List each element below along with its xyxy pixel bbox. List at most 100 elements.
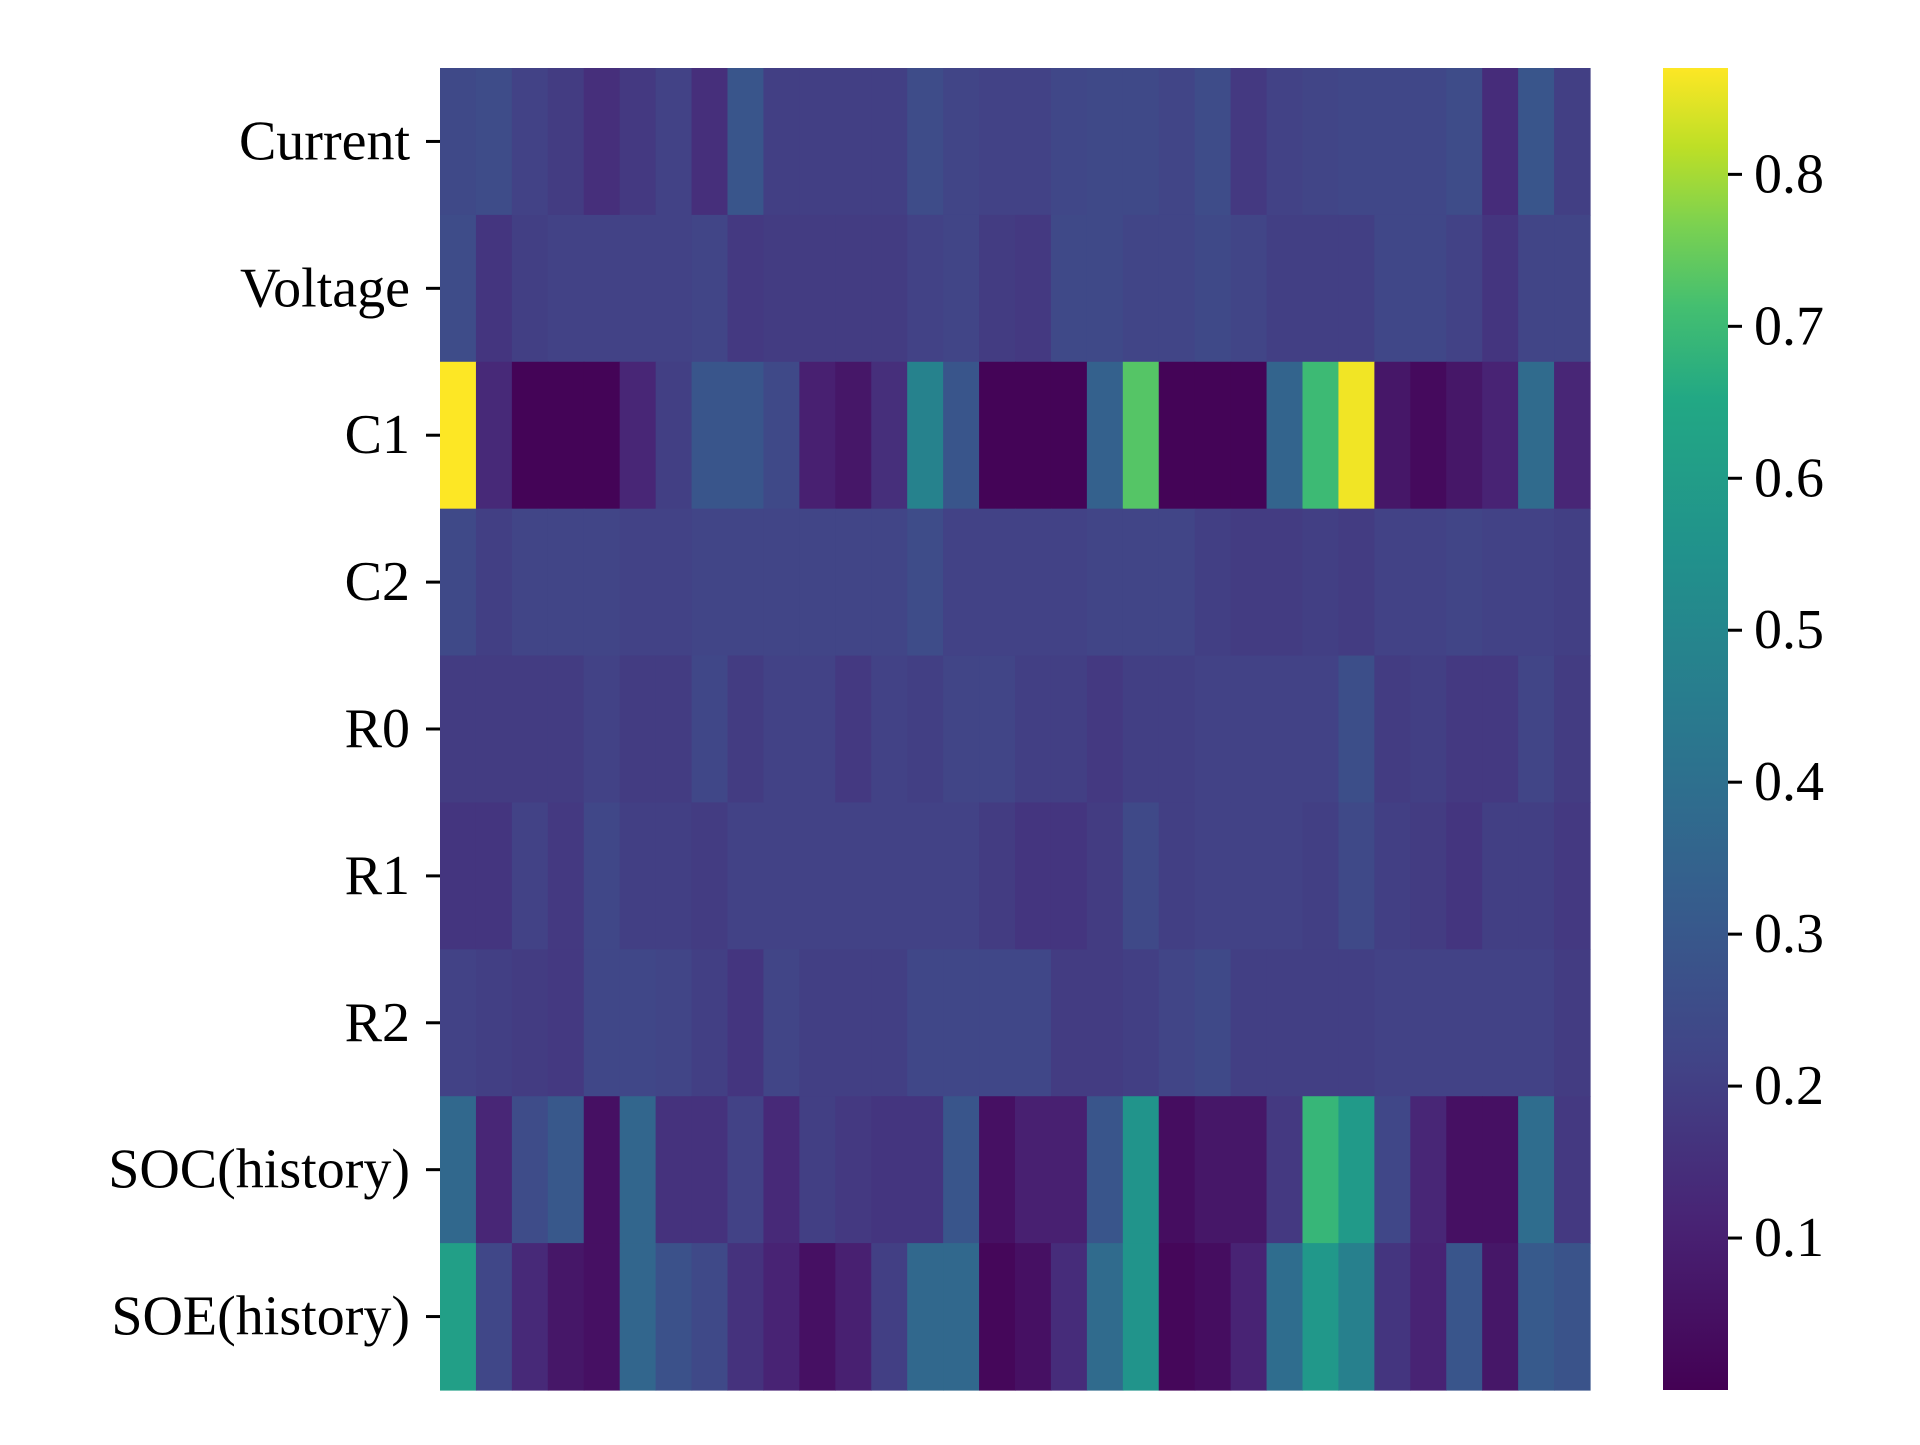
- heatmap-cell: [727, 214, 765, 363]
- heatmap-cell: [1410, 361, 1447, 510]
- heatmap-cell: [1374, 508, 1411, 657]
- heatmap-cell: [1194, 655, 1232, 804]
- heatmap-cell: [547, 214, 585, 363]
- heatmap-cell: [1086, 1243, 1124, 1391]
- heatmap-cell: [871, 68, 908, 216]
- heatmap-cell: [691, 802, 729, 950]
- heatmap-cell: [619, 508, 657, 657]
- heatmap-cell: [655, 508, 693, 657]
- heatmap-cell: [475, 1243, 513, 1391]
- heatmap-cell: [979, 68, 1016, 216]
- heatmap-cell: [1015, 361, 1052, 510]
- heatmap-cell: [835, 214, 872, 363]
- heatmap-cell: [1194, 361, 1232, 510]
- heatmap-cell: [1446, 214, 1483, 363]
- heatmap-cell: [1194, 214, 1232, 363]
- heatmap-cell: [475, 802, 513, 950]
- y-axis: Current Voltage C1 C2 R0 R1 R2 SOC(history) SOE(…: [108, 110, 440, 1348]
- heatmap-cell: [1302, 508, 1340, 657]
- heatmap-cell: [691, 508, 729, 657]
- heatmap-cell: [1230, 949, 1268, 1097]
- heatmap-cell: [583, 655, 621, 804]
- heatmap-cell: [691, 1243, 729, 1391]
- y-tick-label: SOE(history): [111, 1286, 410, 1348]
- heatmap-cell: [440, 949, 477, 1097]
- heatmap-cell: [1230, 1096, 1268, 1244]
- heatmap-cell: [1086, 508, 1124, 657]
- heatmap-cell: [1374, 655, 1411, 804]
- heatmap-cell: [1338, 1243, 1375, 1391]
- heatmap-cell: [1050, 1243, 1088, 1391]
- heatmap-cell: [979, 802, 1016, 950]
- heatmap-cell: [1158, 214, 1196, 363]
- heatmap-cell: [727, 1096, 765, 1244]
- heatmap-cell: [1302, 1096, 1340, 1244]
- heatmap-cell: [799, 68, 836, 216]
- heatmap-cell: [1374, 802, 1411, 950]
- heatmap-cell: [655, 802, 693, 950]
- heatmap-cell: [655, 214, 693, 363]
- heatmap-cell: [799, 655, 836, 804]
- heatmap-cell: [799, 949, 836, 1097]
- heatmap-cell: [583, 949, 621, 1097]
- heatmap-cell: [1374, 361, 1411, 510]
- heatmap-cell: [619, 949, 657, 1097]
- heatmap-cell: [799, 802, 836, 950]
- heatmap-cell: [907, 949, 944, 1097]
- heatmap-cell: [1086, 68, 1124, 216]
- heatmap-cell: [511, 361, 549, 510]
- heatmap-cell: [1446, 802, 1483, 950]
- heatmap-cell: [1015, 508, 1052, 657]
- heatmap-cell: [1518, 68, 1555, 216]
- heatmap-cell: [1015, 655, 1052, 804]
- heatmap-cell: [1410, 1243, 1447, 1391]
- heatmap-cell: [1554, 655, 1591, 804]
- heatmap-cell: [691, 214, 729, 363]
- heatmap-cell: [1015, 949, 1052, 1097]
- heatmap-cell: [1266, 1243, 1304, 1391]
- colorbar-tick-label: 0.7: [1754, 295, 1824, 357]
- heatmap-cell: [1518, 1096, 1555, 1244]
- heatmap-cell: [619, 655, 657, 804]
- heatmap-cell: [1482, 68, 1519, 216]
- heatmap-cell: [907, 68, 944, 216]
- heatmap-cell: [907, 508, 944, 657]
- y-tick-label: Voltage: [240, 257, 410, 319]
- y-tick-label: R0: [345, 698, 410, 760]
- heatmap-cell: [1194, 1096, 1232, 1244]
- heatmap-cell: [1230, 655, 1268, 804]
- heatmap-cell: [1410, 68, 1447, 216]
- heatmap-cell: [1122, 361, 1160, 510]
- heatmap-cell: [907, 1096, 944, 1244]
- heatmap-cell: [1015, 802, 1052, 950]
- heatmap-cell: [871, 214, 908, 363]
- heatmap-cell: [1015, 1243, 1052, 1391]
- heatmap-cell: [943, 68, 980, 216]
- heatmap-cell: [511, 1243, 549, 1391]
- heatmap-cell: [1230, 361, 1268, 510]
- colorbar-tick-label: 0.5: [1754, 599, 1824, 661]
- heatmap-cell: [1518, 361, 1555, 510]
- heatmap-cell: [1194, 1243, 1232, 1391]
- heatmap-cell: [1050, 802, 1088, 950]
- heatmap-cell: [1338, 1096, 1375, 1244]
- heatmap-cell: [1122, 1243, 1160, 1391]
- heatmap-cell: [1482, 655, 1519, 804]
- heatmap-cell: [1410, 214, 1447, 363]
- heatmap-cell: [1266, 949, 1304, 1097]
- heatmap-cell: [1050, 361, 1088, 510]
- heatmap-cell: [1050, 508, 1088, 657]
- heatmap-cell: [727, 68, 765, 216]
- heatmap-cell: [1338, 214, 1375, 363]
- heatmap-cell: [1050, 214, 1088, 363]
- heatmap-cell: [547, 802, 585, 950]
- heatmap-cell: [1158, 1096, 1196, 1244]
- heatmap-cell: [799, 508, 836, 657]
- heatmap-cell: [1446, 655, 1483, 804]
- heatmap-cell: [871, 802, 908, 950]
- heatmap-cell: [907, 214, 944, 363]
- heatmap-cell: [655, 1096, 693, 1244]
- heatmap-cell: [1086, 1096, 1124, 1244]
- heatmap-cell: [979, 1243, 1016, 1391]
